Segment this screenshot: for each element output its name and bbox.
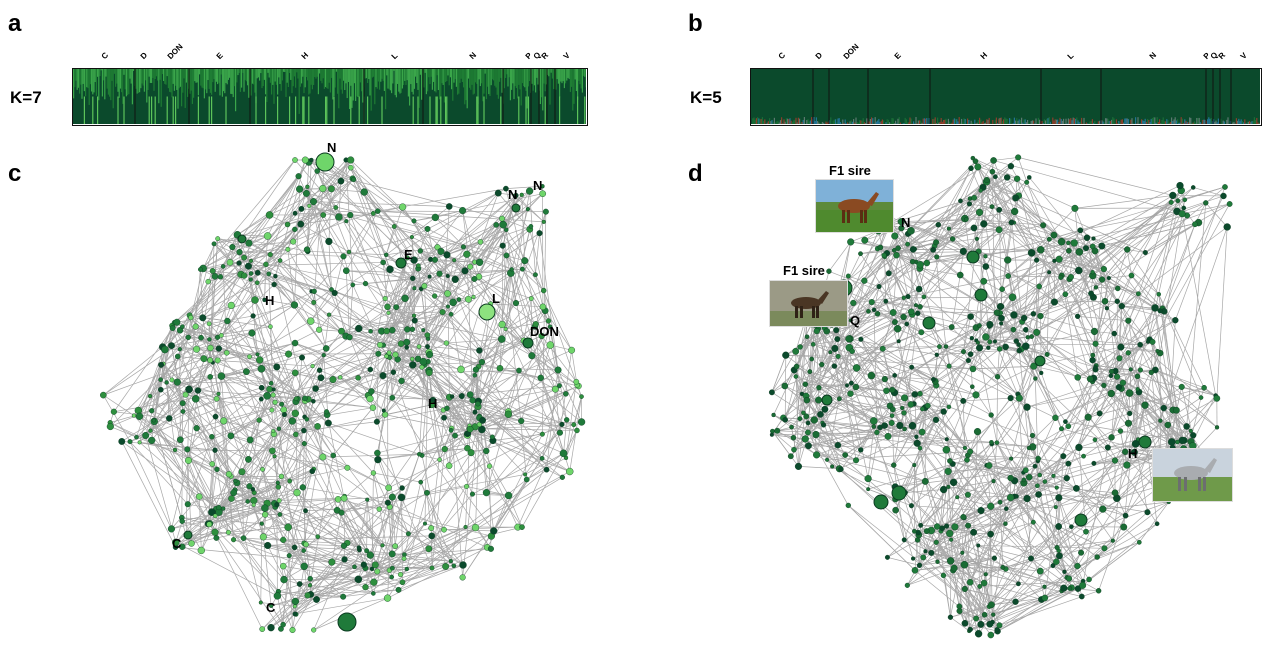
structure-plot-k5 (751, 69, 1260, 124)
network-graph-d (768, 154, 1233, 639)
node-label-n-top: N (327, 140, 337, 155)
group-label-r: R (1216, 50, 1228, 61)
node-label-h-mid: H (428, 396, 438, 411)
panel-letter-d: d (688, 160, 703, 187)
structure-plot-k7 (73, 69, 586, 124)
group-label-c: C (99, 50, 111, 61)
panel-letter-b: b (688, 10, 703, 37)
group-label-r: R (539, 50, 551, 61)
caption-f1-sire-1: F1 sire (829, 163, 871, 178)
panel-letter-c: c (8, 160, 22, 187)
group-label-l: L (1065, 51, 1076, 61)
node-label-n-right1: N (508, 187, 518, 202)
node-label-e: E (404, 247, 413, 262)
group-label-l: L (389, 51, 400, 61)
node-label-q-d: Q (850, 313, 861, 328)
node-label-n-d: N (901, 215, 911, 230)
group-label-n: N (467, 50, 479, 61)
node-label-c-bottom: C (266, 600, 276, 615)
caption-f1-sire-2: F1 sire (783, 263, 825, 278)
group-label-h: H (299, 50, 311, 61)
node-label-h-top: H (265, 293, 275, 308)
structure-bar-k5 (750, 68, 1262, 126)
group-label-e: E (892, 50, 903, 61)
group-label-n: N (1147, 50, 1159, 61)
k-label-b: K=5 (690, 88, 722, 107)
horse-photo-dark (769, 280, 848, 327)
group-label-don: DON (165, 42, 185, 61)
horse-photo-grey (1152, 448, 1233, 502)
k-label-a: K=7 (10, 88, 42, 107)
group-label-e: E (214, 50, 225, 61)
horse-photo-bay (815, 179, 894, 233)
group-label-h: H (978, 50, 990, 61)
horse-grey-icon (1153, 449, 1232, 501)
panel-letter-a: a (8, 10, 22, 37)
group-label-d: D (813, 50, 825, 61)
group-label-d: D (138, 50, 150, 61)
node-label-h-d: H (1128, 446, 1138, 461)
group-label-v: V (1238, 50, 1249, 61)
network-graph-c (100, 152, 586, 634)
horse-bay-icon (816, 180, 893, 232)
group-label-c: C (776, 50, 788, 61)
node-label-l: L (492, 291, 500, 306)
horse-dark-icon (770, 281, 847, 326)
group-label-don: DON (841, 42, 861, 61)
node-label-n-right2: N (533, 178, 543, 193)
group-label-v: V (561, 50, 572, 61)
node-label-c-left: C (172, 536, 182, 551)
node-label-don: DON (530, 324, 559, 339)
structure-bar-k7 (72, 68, 588, 126)
